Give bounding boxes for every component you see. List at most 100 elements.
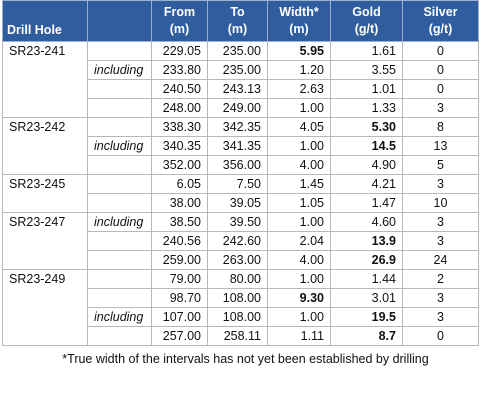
table-cell: 39.05: [207, 193, 268, 213]
table-row: 240.56 242.60 2.04 13.9 3: [3, 231, 479, 251]
table-cell: 1.33: [330, 98, 403, 118]
header-cell: Drill Hole: [2, 0, 88, 42]
table-cell: 1.01: [330, 79, 403, 99]
table-cell: 80.00: [207, 269, 268, 289]
table-cell: 10: [402, 193, 479, 213]
interval-note: [87, 41, 152, 61]
table-cell: 1.00: [267, 307, 331, 327]
table-cell: 108.00: [207, 288, 268, 308]
table-cell: 338.30: [151, 117, 208, 137]
table-cell: 4.60: [330, 212, 403, 232]
table-cell: 4.90: [330, 155, 403, 175]
table-cell: 26.9: [330, 250, 403, 270]
interval-note: [87, 326, 152, 346]
table-cell: 341.35: [207, 136, 268, 156]
drill-table: Drill Hole From (m) To (m) Width* (m) Gold (…: [2, 0, 479, 346]
table-cell: 5.95: [267, 41, 331, 61]
header-cell: From (m): [151, 0, 208, 42]
table-cell: 1.61: [330, 41, 403, 61]
interval-note: [87, 155, 152, 175]
table-row: SR23-247 including 38.50 39.50 1.00 4.60 3: [2, 212, 479, 270]
table-cell: 1.20: [267, 60, 331, 80]
table-cell: 19.5: [330, 307, 403, 327]
table-cell: 257.00: [151, 326, 208, 346]
header-cell: Gold (g/t): [330, 0, 403, 42]
drill-hole: SR23-242: [2, 117, 88, 175]
table-cell: 340.35: [151, 136, 208, 156]
interval-note: [87, 117, 152, 137]
table-cell: 259.00: [151, 250, 208, 270]
table-cell: 248.00: [151, 98, 208, 118]
interval-note: including: [87, 307, 152, 327]
table-cell: 14.5: [330, 136, 403, 156]
table-cell: 39.50: [207, 212, 268, 232]
table-cell: 98.70: [151, 288, 208, 308]
table-cell: 6.05: [151, 174, 208, 194]
table-cell: 240.56: [151, 231, 208, 251]
table-row: 240.50 243.13 2.63 1.01 0: [3, 79, 479, 99]
table-cell: 233.80: [151, 60, 208, 80]
table-body: SR23-241 229.05 235.00 5.95 1.61 0 including 23…: [2, 41, 479, 346]
table-cell: 3: [402, 98, 479, 118]
table-row: 257.00 258.11 1.11 8.7 0: [3, 326, 479, 346]
table-cell: 1.00: [267, 212, 331, 232]
table-cell: 13: [402, 136, 479, 156]
table-cell: 24: [402, 250, 479, 270]
interval-note: [87, 174, 152, 194]
table-cell: 352.00: [151, 155, 208, 175]
table-row: SR23-249 79.00 80.00 1.00 1.44 2: [2, 269, 479, 346]
table-cell: 1.00: [267, 98, 331, 118]
header-cell: Silver (g/t): [402, 0, 479, 42]
interval-note: [87, 288, 152, 308]
interval-note: including: [87, 136, 152, 156]
table-cell: 3: [402, 288, 479, 308]
table-cell: 258.11: [207, 326, 268, 346]
table-cell: 0: [402, 326, 479, 346]
drill-hole: SR23-241: [2, 41, 88, 118]
interval-note: [87, 231, 152, 251]
drill-hole: SR23-247: [2, 212, 88, 270]
header-cell: To (m): [207, 0, 268, 42]
table-cell: 8.7: [330, 326, 403, 346]
table-cell: 1.11: [267, 326, 331, 346]
drill-hole: SR23-245: [2, 174, 88, 213]
interval-note: [87, 98, 152, 118]
table-cell: 240.50: [151, 79, 208, 99]
table-cell: 0: [402, 79, 479, 99]
table-cell: 249.00: [207, 98, 268, 118]
table-cell: 38.50: [151, 212, 208, 232]
header-cell: Width* (m): [267, 0, 331, 42]
table-row: SR23-245 6.05 7.50 1.45 4.21 3: [2, 174, 479, 213]
table-cell: 3: [402, 231, 479, 251]
table-cell: 4.00: [267, 250, 331, 270]
table-cell: 229.05: [151, 41, 208, 61]
table-row: 352.00 356.00 4.00 4.90 5: [3, 155, 479, 175]
table-cell: 3: [402, 174, 479, 194]
table-cell: 242.60: [207, 231, 268, 251]
table-cell: 2: [402, 269, 479, 289]
table-cell: 4.00: [267, 155, 331, 175]
table-row: SR23-241 229.05 235.00 5.95 1.61 0: [2, 41, 479, 118]
table-cell: 235.00: [207, 60, 268, 80]
table-cell: 1.00: [267, 269, 331, 289]
table-cell: 1.05: [267, 193, 331, 213]
table-cell: 9.30: [267, 288, 331, 308]
interval-note: [87, 269, 152, 289]
table-cell: 263.00: [207, 250, 268, 270]
table-cell: 2.04: [267, 231, 331, 251]
interval-note: including: [87, 60, 152, 80]
table-cell: 7.50: [207, 174, 268, 194]
table-cell: 243.13: [207, 79, 268, 99]
interval-note: including: [87, 212, 152, 232]
table-cell: 0: [402, 60, 479, 80]
table-cell: 8: [402, 117, 479, 137]
table-cell: 108.00: [207, 307, 268, 327]
header-row: Drill Hole From (m) To (m) Width* (m) Gold (…: [2, 0, 479, 42]
table-row: including 107.00 108.00 1.00 19.5 3: [3, 307, 479, 327]
table-cell: 3: [402, 307, 479, 327]
table-cell: 2.63: [267, 79, 331, 99]
table-cell: 79.00: [151, 269, 208, 289]
table-cell: 5: [402, 155, 479, 175]
table-cell: 1.45: [267, 174, 331, 194]
